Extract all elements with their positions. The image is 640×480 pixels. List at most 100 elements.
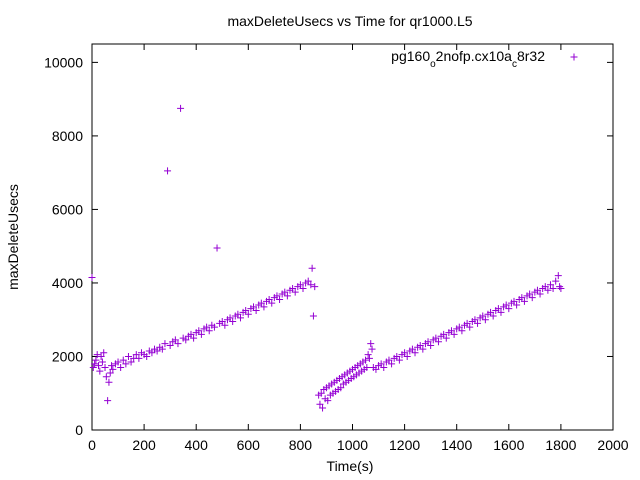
data-point xyxy=(276,295,284,303)
data-point xyxy=(273,292,281,300)
data-point xyxy=(95,362,103,370)
data-point xyxy=(174,340,182,348)
data-point xyxy=(257,299,265,307)
data-point xyxy=(242,307,250,315)
data-point xyxy=(281,288,289,296)
data-point xyxy=(89,364,97,372)
data-point xyxy=(124,352,132,360)
legend-label-part: 2nofp.cx10a xyxy=(436,48,512,64)
data-point xyxy=(377,360,385,368)
data-point xyxy=(98,358,106,366)
y-tick-label: 0 xyxy=(75,422,83,438)
legend-label-part: c xyxy=(512,59,517,70)
data-point xyxy=(161,340,169,348)
data-point xyxy=(463,319,471,327)
data-point xyxy=(221,321,229,329)
data-point xyxy=(408,345,416,353)
data-point xyxy=(479,312,487,320)
data-point xyxy=(210,323,218,331)
data-point xyxy=(252,307,260,315)
data-point xyxy=(544,286,552,294)
data-point xyxy=(104,397,112,405)
data-point xyxy=(244,310,252,318)
data-point xyxy=(502,301,510,309)
data-point xyxy=(132,351,140,359)
y-tick-label: 8000 xyxy=(52,128,83,144)
data-point xyxy=(166,341,174,349)
data-point xyxy=(114,358,122,366)
data-point xyxy=(419,345,427,353)
data-point xyxy=(442,334,450,342)
chart-title: maxDeleteUsecs vs Time for qr1000.L5 xyxy=(227,13,472,29)
data-point xyxy=(497,308,505,316)
data-point xyxy=(316,400,324,408)
data-point xyxy=(164,167,172,175)
x-axis-title: Time(s) xyxy=(327,458,374,474)
x-tick-label: 1200 xyxy=(389,437,420,453)
data-point xyxy=(101,364,109,372)
legend: pg160o2nofp.cx10ac8r32 xyxy=(391,48,578,70)
data-point xyxy=(403,352,411,360)
legend-label: pg160o2nofp.cx10ac8r32 xyxy=(391,48,545,70)
data-point xyxy=(91,360,99,368)
legend-label-part: o xyxy=(430,59,436,70)
x-tick-label: 800 xyxy=(289,437,313,453)
data-point xyxy=(190,334,198,342)
data-point xyxy=(195,327,203,335)
data-point xyxy=(109,365,117,373)
data-point xyxy=(203,323,211,331)
data-point xyxy=(363,364,371,372)
data-point xyxy=(296,281,304,289)
data-point xyxy=(526,290,534,298)
y-tick-label: 10000 xyxy=(44,54,83,70)
data-point xyxy=(533,286,541,294)
data-point xyxy=(481,316,489,324)
x-tick-label: 600 xyxy=(237,437,261,453)
data-point xyxy=(380,364,388,372)
data-point xyxy=(337,384,345,392)
data-point xyxy=(92,356,100,364)
data-point xyxy=(117,364,125,372)
data-point xyxy=(528,294,536,302)
data-point xyxy=(311,283,319,291)
x-tick-label: 200 xyxy=(132,437,156,453)
data-point xyxy=(388,360,396,368)
data-point xyxy=(182,336,190,344)
data-point xyxy=(440,330,448,338)
data-point xyxy=(505,305,513,313)
data-point xyxy=(127,358,135,366)
data-point xyxy=(365,354,373,362)
y-axis-title: maxDeleteUsecs xyxy=(5,184,21,290)
data-point xyxy=(455,323,463,331)
data-point xyxy=(471,316,479,324)
data-point xyxy=(229,318,237,326)
data-point xyxy=(487,308,495,316)
data-point xyxy=(416,341,424,349)
data-point xyxy=(546,281,554,289)
data-point xyxy=(489,312,497,320)
data-point xyxy=(372,365,380,373)
data-point xyxy=(108,362,116,370)
data-point xyxy=(368,345,376,353)
data-point xyxy=(466,323,474,331)
data-point xyxy=(105,378,113,386)
data-point xyxy=(283,292,291,300)
data-point xyxy=(187,330,195,338)
data-point xyxy=(100,349,108,357)
data-point xyxy=(324,397,332,405)
data-point xyxy=(362,356,370,364)
data-point xyxy=(427,341,435,349)
data-point xyxy=(143,352,151,360)
data-point xyxy=(434,338,442,346)
data-point xyxy=(556,283,564,291)
data-point xyxy=(474,319,482,327)
data-point xyxy=(96,367,104,375)
data-point xyxy=(317,389,325,397)
data-point xyxy=(304,277,312,285)
x-axis: 0 200 400 600 800 1000 1200 1400 1600 1800 2000 xyxy=(88,44,629,453)
data-point xyxy=(205,327,213,335)
y-tick-label: 6000 xyxy=(52,201,83,217)
data-point xyxy=(393,352,401,360)
data-point xyxy=(364,351,372,359)
data-point xyxy=(171,336,179,344)
